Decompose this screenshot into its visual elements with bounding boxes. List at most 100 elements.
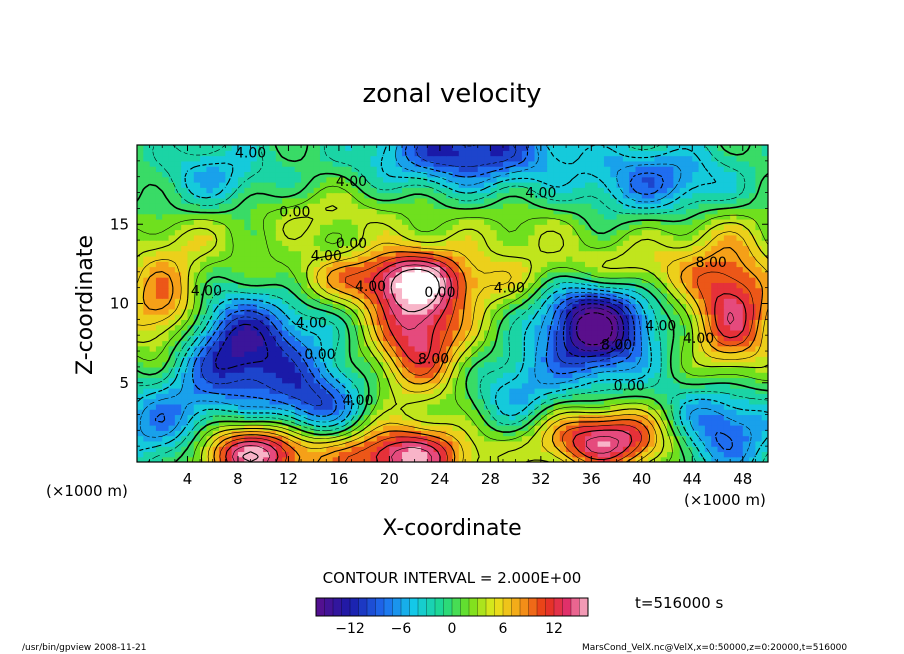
field-cell bbox=[635, 435, 643, 442]
field-cell bbox=[326, 425, 334, 431]
field-cell bbox=[749, 308, 756, 315]
field-cell bbox=[521, 240, 529, 246]
field-cell bbox=[547, 335, 555, 342]
field-cell bbox=[471, 351, 479, 357]
field-cell bbox=[667, 446, 674, 453]
field-cell bbox=[477, 340, 485, 347]
field-cell bbox=[635, 351, 643, 357]
field-cell bbox=[603, 319, 611, 326]
field-cell bbox=[490, 361, 498, 368]
field-cell bbox=[313, 366, 321, 373]
field-cell bbox=[370, 430, 378, 437]
field-cell bbox=[553, 250, 561, 257]
field-cell bbox=[332, 388, 340, 394]
field-cell bbox=[446, 250, 454, 257]
field-cell bbox=[168, 250, 176, 257]
field-cell bbox=[326, 229, 334, 236]
field-cell bbox=[465, 250, 473, 257]
field-cell bbox=[509, 382, 517, 389]
field-cell bbox=[345, 377, 353, 384]
field-cell bbox=[685, 388, 693, 394]
field-cell bbox=[521, 388, 529, 394]
field-cell bbox=[376, 277, 384, 283]
field-cell bbox=[376, 255, 384, 262]
field-cell bbox=[282, 266, 290, 273]
field-cell bbox=[219, 324, 226, 331]
field-cell bbox=[673, 430, 681, 437]
field-cell bbox=[723, 451, 731, 458]
field-cell bbox=[629, 271, 637, 278]
field-cell bbox=[458, 292, 466, 299]
field-cell bbox=[162, 271, 170, 278]
field-cell bbox=[181, 298, 189, 305]
field-cell bbox=[566, 229, 573, 236]
field-cell bbox=[679, 366, 687, 373]
field-cell bbox=[345, 340, 353, 347]
field-cell bbox=[496, 203, 504, 209]
field-cell bbox=[168, 245, 176, 252]
field-cell bbox=[597, 345, 605, 352]
field-cell bbox=[736, 414, 744, 421]
field-cell bbox=[446, 197, 454, 204]
field-cell bbox=[395, 245, 403, 252]
field-cell bbox=[755, 414, 763, 421]
field-cell bbox=[559, 287, 567, 294]
field-cell bbox=[231, 197, 239, 204]
field-cell bbox=[698, 255, 706, 262]
field-cell bbox=[685, 197, 693, 204]
field-cell bbox=[162, 456, 170, 462]
field-cell bbox=[521, 456, 529, 462]
field-cell bbox=[446, 440, 454, 447]
field-cell bbox=[313, 398, 321, 405]
field-cell bbox=[635, 324, 643, 331]
field-cell bbox=[149, 308, 157, 315]
field-cell bbox=[237, 303, 245, 310]
field-cell bbox=[149, 398, 157, 405]
field-cell bbox=[452, 197, 460, 204]
field-cell bbox=[193, 409, 201, 416]
field-cell bbox=[711, 414, 719, 421]
field-cell bbox=[414, 356, 422, 363]
field-cell bbox=[402, 435, 409, 442]
field-cell bbox=[566, 240, 573, 246]
field-cell bbox=[635, 456, 643, 462]
field-cell bbox=[484, 456, 491, 462]
field-cell bbox=[212, 319, 220, 326]
field-cell bbox=[137, 314, 144, 320]
field-cell bbox=[370, 382, 378, 389]
field-cell bbox=[439, 351, 447, 357]
field-cell bbox=[629, 361, 637, 368]
field-cell bbox=[660, 329, 668, 336]
field-cell bbox=[717, 345, 725, 352]
field-cell bbox=[667, 308, 674, 315]
field-cell bbox=[420, 266, 428, 273]
field-cell bbox=[685, 425, 693, 431]
field-cell bbox=[206, 314, 214, 320]
field-cell bbox=[597, 335, 605, 342]
field-cell bbox=[237, 382, 245, 389]
field-cell bbox=[509, 393, 517, 400]
field-cell bbox=[749, 345, 756, 352]
field-cell bbox=[414, 329, 422, 336]
field-cell bbox=[591, 435, 599, 442]
field-cell bbox=[496, 398, 504, 405]
field-cell bbox=[471, 409, 479, 416]
field-cell bbox=[326, 398, 334, 405]
field-cell bbox=[414, 250, 422, 257]
field-cell bbox=[496, 282, 504, 289]
field-cell bbox=[332, 277, 340, 283]
field-cell bbox=[692, 340, 700, 347]
field-cell bbox=[187, 377, 195, 384]
plot-area bbox=[137, 145, 768, 462]
field-cell bbox=[231, 298, 239, 305]
field-cell bbox=[717, 393, 725, 400]
field-cell bbox=[648, 366, 656, 373]
field-cell bbox=[263, 203, 271, 209]
field-cell bbox=[528, 197, 536, 204]
field-cell bbox=[673, 446, 681, 453]
field-cell bbox=[509, 197, 517, 204]
field-cell bbox=[528, 430, 536, 437]
field-cell bbox=[591, 282, 599, 289]
field-cell bbox=[389, 377, 397, 384]
field-cell bbox=[433, 419, 441, 426]
